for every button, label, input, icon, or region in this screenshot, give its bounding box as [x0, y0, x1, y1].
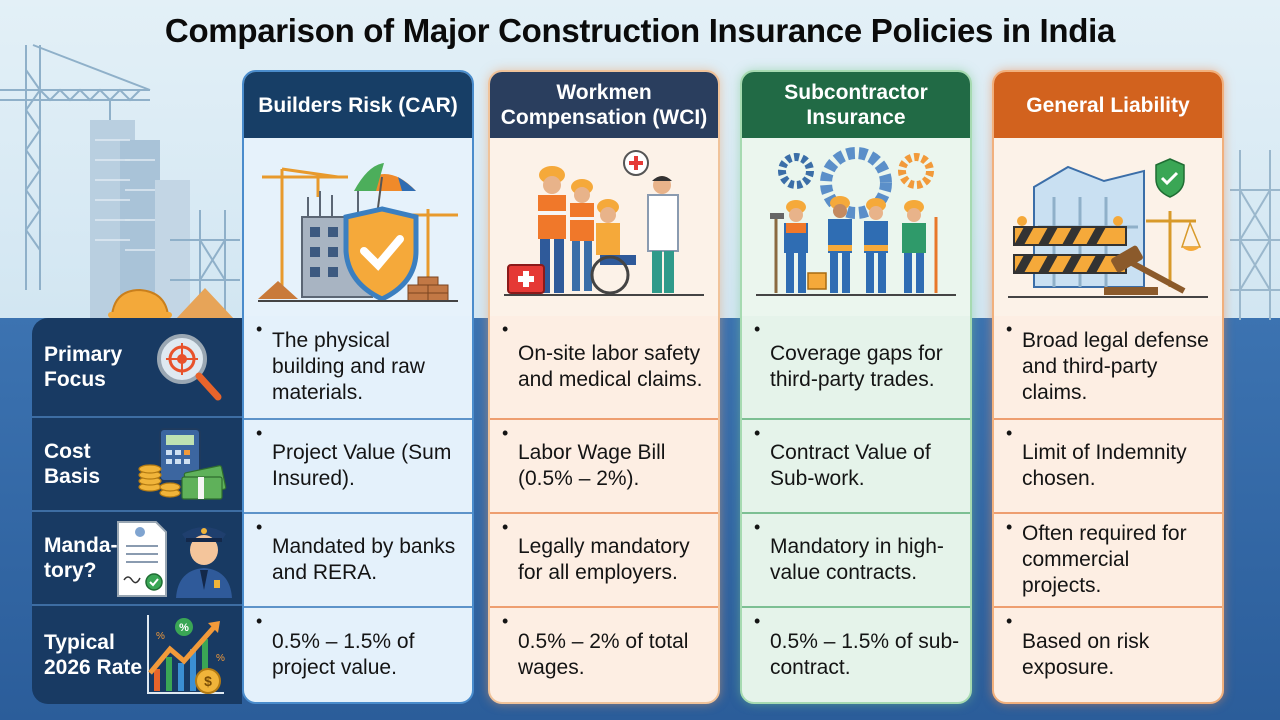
- svg-text:%: %: [156, 631, 165, 642]
- city-skyline-crane-icon: [0, 44, 240, 320]
- row-label-text: Typical 2026 Rate: [44, 631, 143, 679]
- cell-mandatory: • Legally mandatory for all employers.: [490, 514, 718, 608]
- tradespeople-gears-icon: [756, 147, 956, 296]
- building-shield-umbrella-icon: [258, 163, 458, 302]
- illustration-building-shield: [244, 138, 472, 316]
- cell-typical-rate: • 0.5% – 1.5% of sub-contract.: [754, 611, 960, 679]
- cell-primary-focus: • Coverage gaps for third-party trades.: [742, 316, 970, 420]
- svg-text:%: %: [179, 622, 189, 634]
- row-label-primary-focus: Primary Focus: [32, 318, 242, 418]
- cell-cost-basis: • Labor Wage Bill (0.5% – 2%).: [490, 420, 718, 514]
- cell-cost-basis: • Contract Value of Sub-work.: [742, 420, 970, 514]
- illustration-tradespeople-gears: [742, 138, 970, 316]
- cell-mandatory: • Often required for commercial projects.: [994, 514, 1222, 608]
- row-label-typical-rate: Typical 2026 Rate % % % $: [32, 606, 242, 704]
- cell-mandatory: • Mandatory in high-value contracts.: [742, 514, 970, 608]
- cell-primary-focus: • On-site labor safety and medical claims…: [490, 316, 718, 420]
- column-general-liability: General Liability • Broad legal defense a…: [992, 70, 1224, 704]
- magnifier-target-icon: [157, 334, 222, 401]
- cell-typical-rate: • 0.5% – 2% of total wages.: [502, 611, 689, 679]
- rising-chart-percent-icon: % % % $: [147, 615, 225, 694]
- page-title: Comparison of Major Construction Insuran…: [164, 12, 1116, 49]
- row-label-text: Manda-tory?: [44, 534, 118, 582]
- workers-wheelchair-doctor-icon: [504, 150, 704, 296]
- cell-mandatory: • Mandated by banks and RERA.: [244, 514, 472, 608]
- cell-typical-rate: • 0.5% – 1.5% of project value.: [256, 611, 415, 679]
- cell-typical-rate: • Based on risk exposure.: [1006, 611, 1150, 679]
- document-officer-icon: [117, 521, 232, 598]
- column-subcontractor-insurance: Subcontractor Insurance: [740, 70, 972, 704]
- illustration-workers-doctor: [490, 138, 718, 316]
- cell-cost-basis: • Limit of Indemnity chosen.: [994, 420, 1222, 514]
- calculator-money-icon: [138, 428, 227, 500]
- svg-text:$: $: [204, 673, 212, 689]
- illustration-barrier-gavel: [994, 138, 1222, 316]
- row-label-cost-basis: Cost Basis: [32, 418, 242, 512]
- row-label-text: Cost Basis: [44, 440, 101, 488]
- row-label-mandatory: Manda-tory?: [32, 512, 242, 606]
- column-header: Subcontractor Insurance: [742, 72, 970, 138]
- barrier-gavel-scales-icon: [1008, 158, 1208, 298]
- column-builders-risk: Builders Risk (CAR) • Th: [242, 70, 474, 704]
- svg-text:%: %: [216, 653, 225, 664]
- scaffolding-icon: [1230, 150, 1280, 320]
- column-header: General Liability: [994, 72, 1222, 138]
- row-label-text: Primary Focus: [44, 343, 123, 391]
- cell-primary-focus: • The physical building and raw materials…: [244, 316, 472, 420]
- row-labels-panel: Primary Focus Cost Basis: [32, 318, 242, 704]
- column-header: Builders Risk (CAR): [244, 72, 472, 138]
- column-header: Workmen Compensation (WCI): [490, 72, 718, 138]
- column-workmen-compensation: Workmen Compensation (WCI): [488, 70, 720, 704]
- cell-cost-basis: • Project Value (Sum Insured).: [244, 420, 472, 514]
- cell-primary-focus: • Broad legal defense and third-party cla…: [994, 316, 1222, 420]
